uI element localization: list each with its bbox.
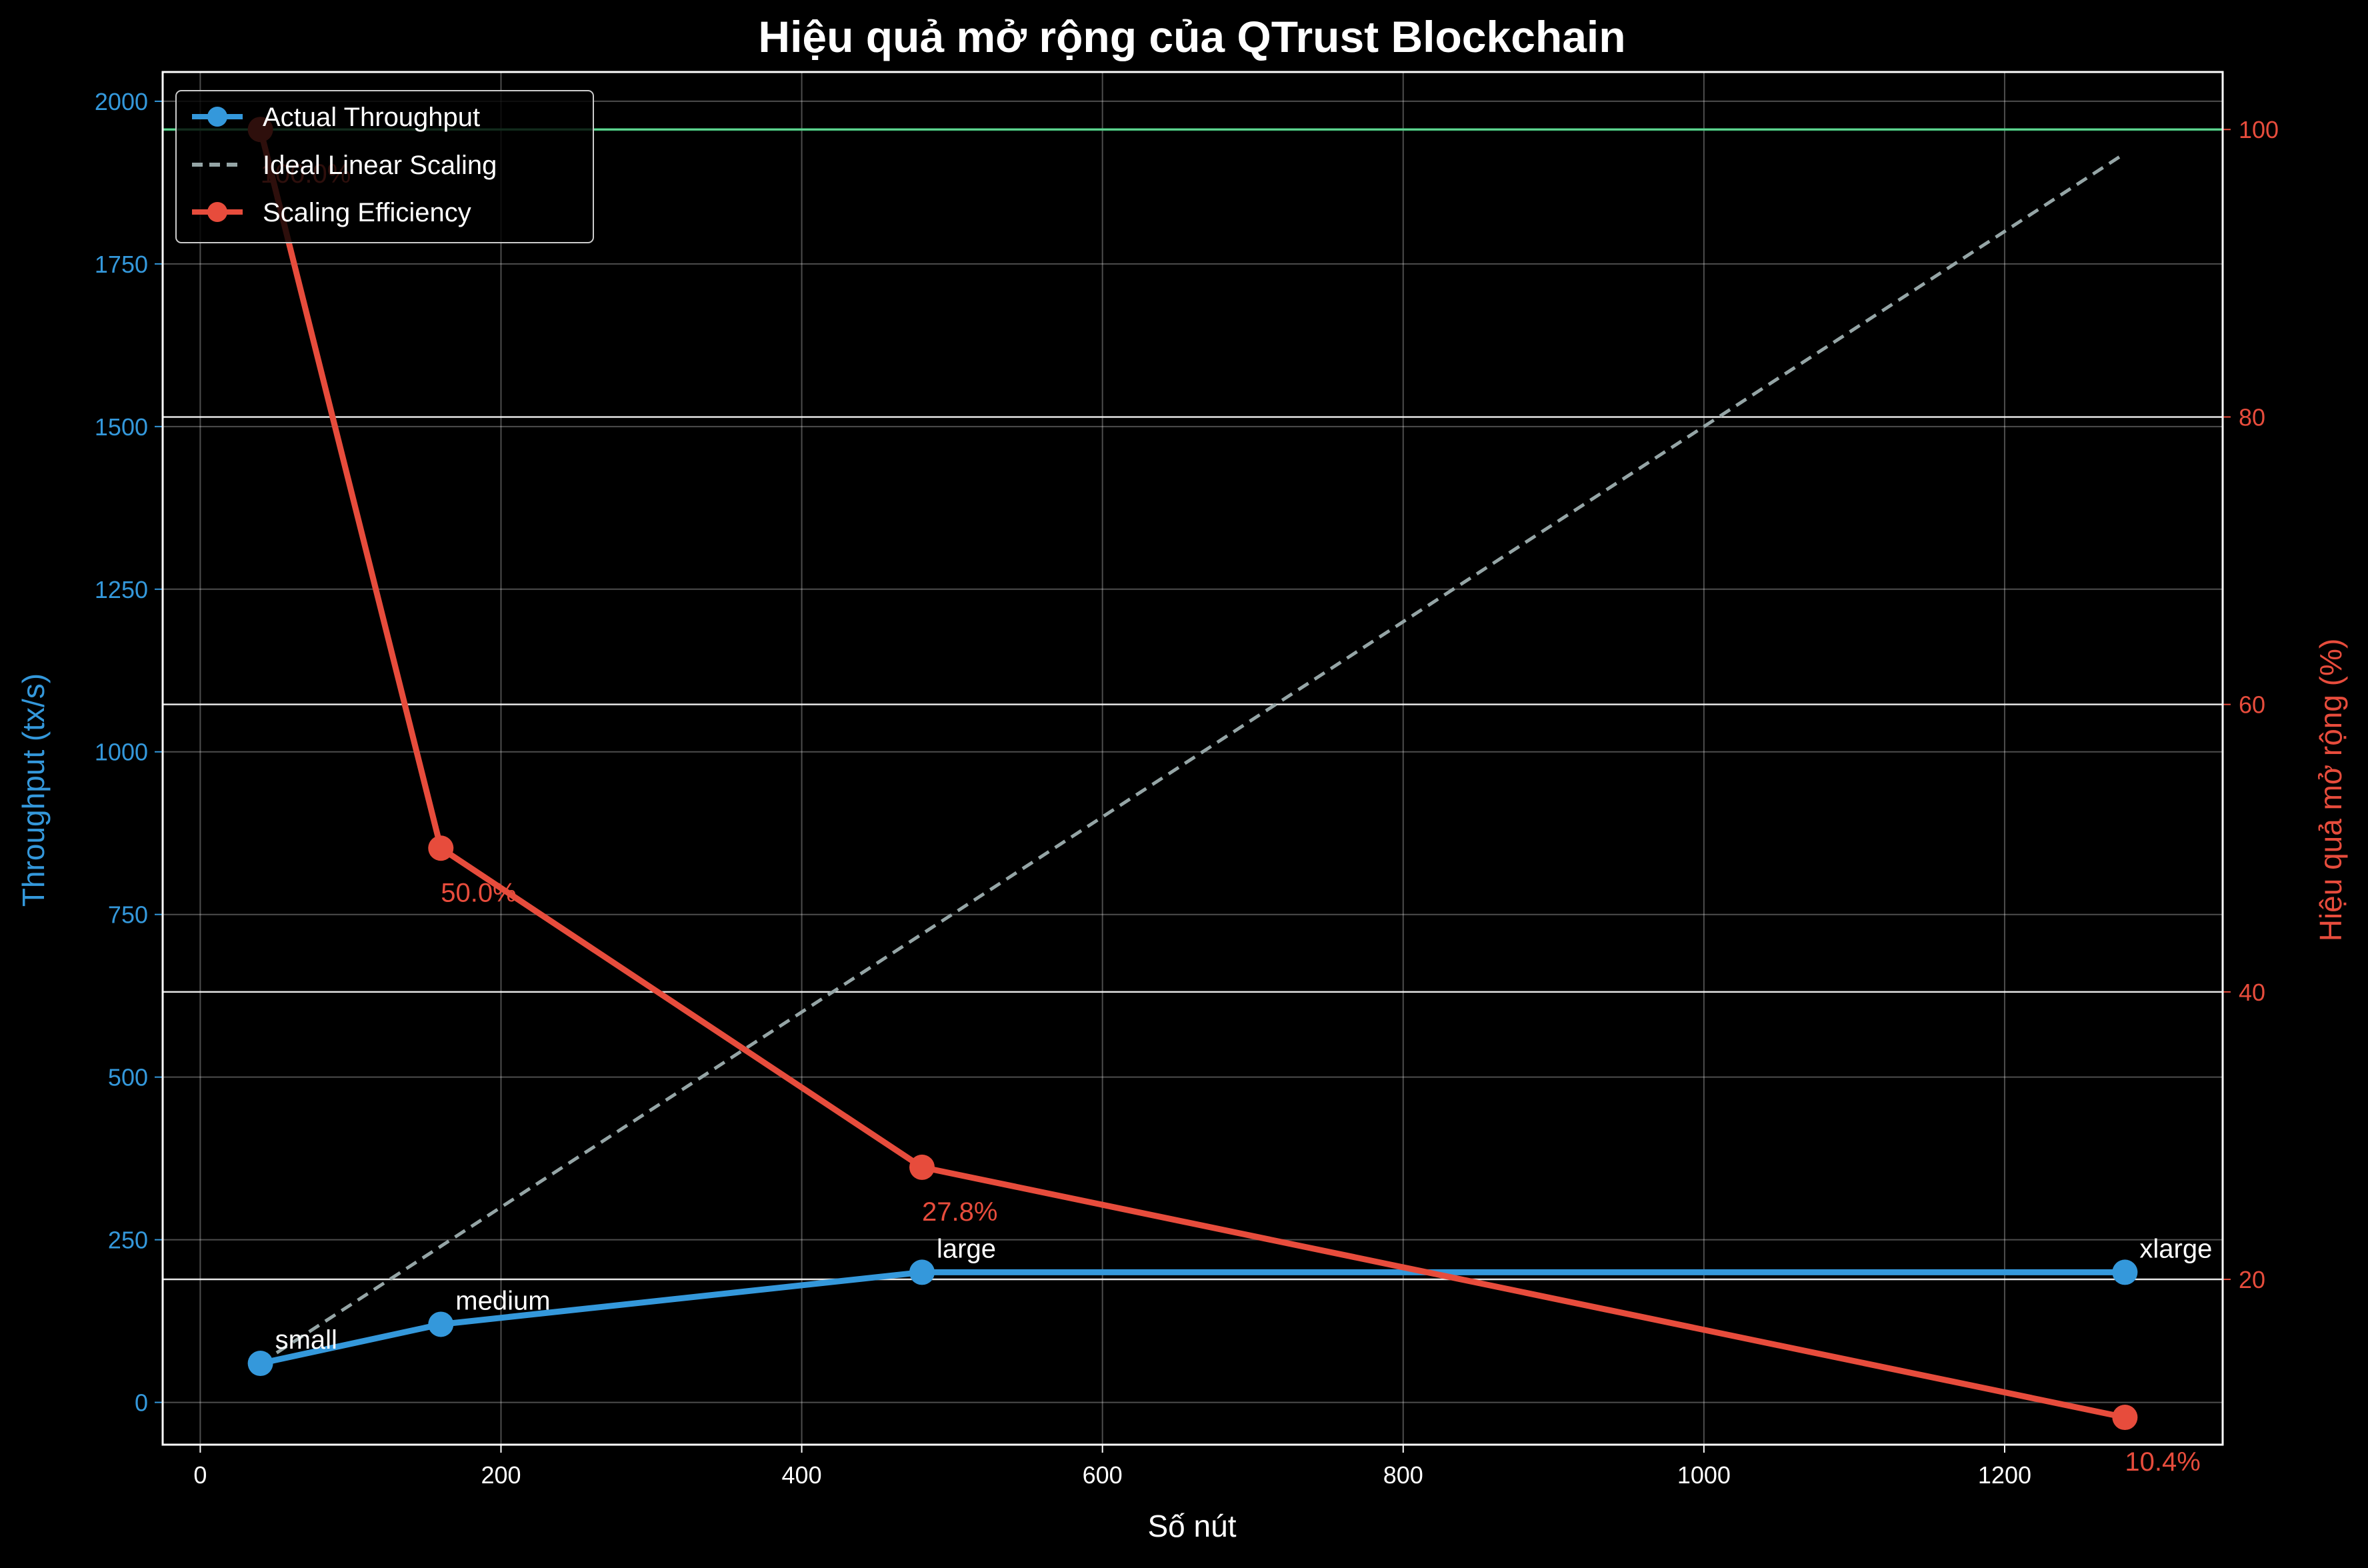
y-right-tick-label: 100	[2239, 116, 2279, 143]
y-right-tick-label: 40	[2239, 979, 2265, 1006]
x-tick-label: 600	[1083, 1461, 1123, 1489]
y-left-tick-label: 1250	[95, 576, 148, 603]
legend-item-scaling-efficiency: Scaling Efficiency	[192, 198, 471, 227]
efficiency-point	[909, 1154, 935, 1180]
throughput-point-label: xlarge	[2139, 1234, 2212, 1263]
y-left-tick-label: 0	[135, 1389, 148, 1417]
y-left-tick-label: 1750	[95, 251, 148, 278]
legend-label-efficiency: Scaling Efficiency	[263, 198, 471, 227]
y-left-tick-label: 1500	[95, 413, 148, 441]
chart-title: Hiệu quả mở rộng của QTrust Blockchain	[758, 12, 1625, 61]
legend-label-throughput: Actual Throughput	[263, 103, 480, 132]
efficiency-point-label: 50.0%	[441, 878, 516, 907]
throughput-point	[909, 1259, 935, 1285]
throughput-point-label: small	[275, 1325, 337, 1355]
legend-box	[175, 90, 594, 243]
ideal-scaling-line	[259, 151, 2126, 1365]
efficiency-point-label: 10.4%	[2125, 1447, 2200, 1477]
plot-frame	[161, 71, 2224, 1446]
y-right-tick-label: 60	[2239, 691, 2265, 719]
y-axis-left-label: Throughput (tx/s)	[16, 673, 51, 907]
x-tick-label: 1200	[1978, 1461, 2031, 1489]
efficiency-line	[257, 129, 2126, 1421]
throughput-point	[428, 1311, 454, 1337]
throughput-point-label: medium	[455, 1286, 550, 1315]
x-tick-label: 800	[1383, 1461, 1423, 1489]
legend-marker-throughput	[207, 107, 227, 127]
throughput-point	[2112, 1259, 2138, 1285]
efficiency-point	[428, 835, 454, 861]
legend-label-ideal: Ideal Linear Scaling	[263, 151, 497, 180]
grid	[163, 72, 2223, 1445]
y-left-tick-label: 250	[108, 1227, 148, 1254]
y-left-tick-label: 750	[108, 901, 148, 929]
y-right-tick-label: 80	[2239, 403, 2265, 431]
efficiency-point-label: 27.8%	[922, 1197, 997, 1227]
y-left-tick-label: 1000	[95, 739, 148, 766]
axes: 0 200 400 600 800 1000 1200 0 250 500 750 1000 1250 1…	[95, 71, 2279, 1489]
legend-marker-efficiency	[207, 202, 227, 222]
x-axis-label: Số nút	[1148, 1509, 1237, 1543]
x-tick-label: 0	[193, 1461, 207, 1489]
legend-item-actual-throughput: Actual Throughput	[192, 103, 480, 132]
series-layer	[247, 117, 2138, 1431]
throughput-line	[259, 1269, 2125, 1367]
x-tick-label: 1000	[1677, 1461, 1731, 1489]
y-left-tick-label: 2000	[95, 88, 148, 115]
x-tick-label: 200	[481, 1461, 521, 1489]
legend-item-ideal-scaling: Ideal Linear Scaling	[192, 151, 497, 180]
y-axis-right-label: Hiệu quả mở rộng (%)	[2313, 639, 2348, 942]
legend: Actual Throughput Ideal Linear Scaling S…	[175, 90, 594, 243]
efficiency-point	[2112, 1405, 2138, 1431]
x-tick-label: 400	[782, 1461, 822, 1489]
y-right-tick-label: 20	[2239, 1266, 2265, 1293]
y-left-tick-label: 500	[108, 1064, 148, 1091]
throughput-point-label: large	[937, 1234, 996, 1263]
throughput-point	[247, 1351, 273, 1377]
